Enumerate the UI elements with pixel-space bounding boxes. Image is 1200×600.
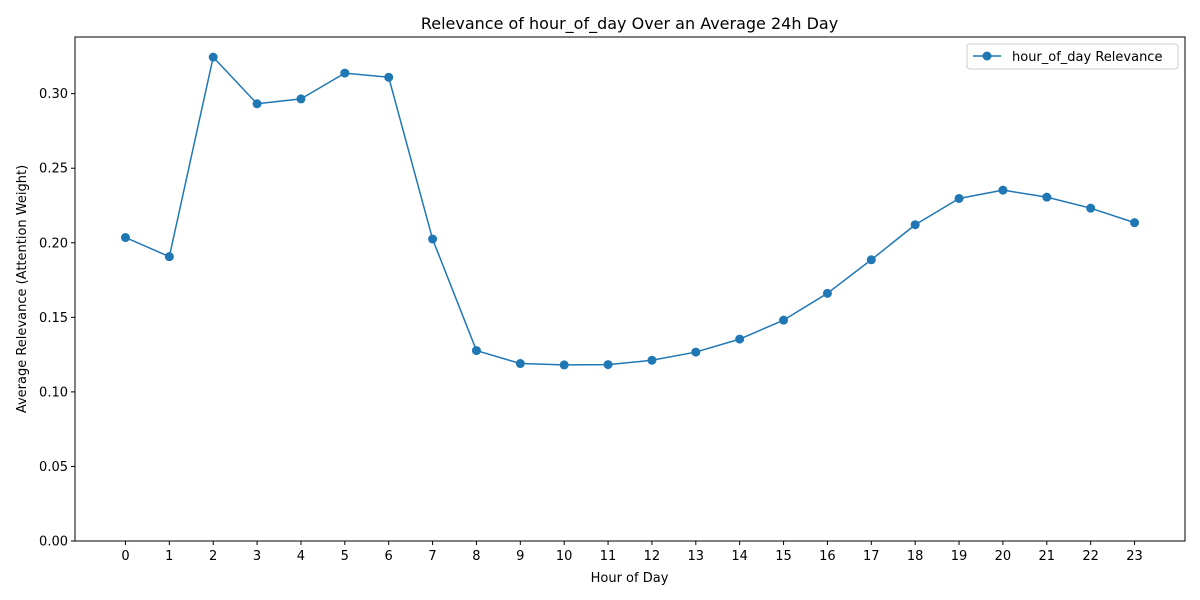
y-tick-label: 0.05 bbox=[39, 460, 68, 475]
data-point bbox=[735, 334, 745, 344]
legend: hour_of_day Relevance bbox=[966, 43, 1179, 70]
series-line bbox=[125, 56, 1135, 366]
data-point bbox=[691, 347, 701, 357]
data-point bbox=[1130, 218, 1140, 228]
x-tick-label: 8 bbox=[472, 549, 480, 564]
y-axis-title: Average Relevance (Attention Weight) bbox=[15, 165, 30, 413]
series-layer bbox=[120, 52, 1140, 370]
x-tick-label: 21 bbox=[1039, 549, 1056, 564]
x-tick-label: 6 bbox=[385, 549, 393, 564]
y-tick-label: 0.00 bbox=[39, 535, 68, 550]
x-tick-label: 12 bbox=[644, 549, 661, 564]
x-tick-label: 2 bbox=[209, 549, 217, 564]
data-point bbox=[647, 355, 657, 365]
x-tick-label: 5 bbox=[341, 549, 349, 564]
x-tick-label: 23 bbox=[1126, 549, 1143, 564]
y-tick-label: 0.10 bbox=[39, 385, 68, 400]
y-tick-label: 0.25 bbox=[39, 162, 68, 177]
x-tick-label: 9 bbox=[516, 549, 524, 564]
x-tick-label: 22 bbox=[1082, 549, 1099, 564]
x-axis-title: Hour of Day bbox=[591, 571, 669, 586]
x-tick-label: 15 bbox=[775, 549, 792, 564]
x-tick-label: 16 bbox=[819, 549, 836, 564]
x-tick-label: 3 bbox=[253, 549, 261, 564]
x-tick-label: 13 bbox=[688, 549, 705, 564]
data-point bbox=[866, 255, 876, 265]
data-point bbox=[296, 94, 306, 104]
x-tick-label: 14 bbox=[731, 549, 748, 564]
data-point bbox=[822, 288, 832, 298]
data-point bbox=[603, 360, 613, 370]
x-tick-label: 19 bbox=[951, 549, 968, 564]
x-tick-label: 20 bbox=[995, 549, 1012, 564]
legend-box bbox=[966, 43, 1179, 70]
data-point bbox=[471, 346, 481, 356]
data-point bbox=[779, 315, 789, 325]
plot-area bbox=[74, 36, 1186, 542]
x-axis-ticks: 0 1 2 3 4 5 6 7 8 9 10 11 12 13 14 15 16 17 18 19 20 21 22 23 bbox=[121, 541, 1143, 564]
data-point bbox=[428, 234, 438, 244]
data-point bbox=[340, 68, 350, 78]
data-point bbox=[910, 220, 920, 230]
data-point bbox=[252, 99, 262, 109]
legend-label: hour_of_day Relevance bbox=[1012, 50, 1162, 65]
plot-frame bbox=[74, 36, 1186, 542]
x-tick-label: 0 bbox=[121, 549, 129, 564]
data-point bbox=[998, 185, 1008, 195]
x-tick-label: 7 bbox=[428, 549, 436, 564]
data-point bbox=[559, 360, 569, 370]
data-point bbox=[120, 233, 130, 243]
y-tick-label: 0.15 bbox=[39, 311, 68, 326]
data-point bbox=[164, 252, 174, 262]
legend-marker bbox=[982, 51, 992, 61]
x-tick-label: 4 bbox=[297, 549, 305, 564]
x-tick-label: 10 bbox=[556, 549, 573, 564]
x-tick-label: 17 bbox=[863, 549, 880, 564]
data-point bbox=[515, 359, 525, 369]
y-axis-ticks: 0.00 0.05 0.10 0.15 0.20 0.25 0.30 bbox=[39, 87, 75, 550]
data-point bbox=[954, 193, 964, 203]
data-point bbox=[384, 72, 394, 82]
x-tick-label: 18 bbox=[907, 549, 924, 564]
y-tick-label: 0.30 bbox=[39, 87, 68, 102]
x-tick-label: 11 bbox=[600, 549, 617, 564]
y-tick-label: 0.20 bbox=[39, 236, 68, 251]
data-point bbox=[1042, 192, 1052, 202]
data-point bbox=[208, 52, 218, 62]
data-point bbox=[1086, 203, 1096, 213]
x-tick-label: 1 bbox=[165, 549, 173, 564]
chart-title: Relevance of hour_of_day Over an Average… bbox=[421, 14, 838, 34]
